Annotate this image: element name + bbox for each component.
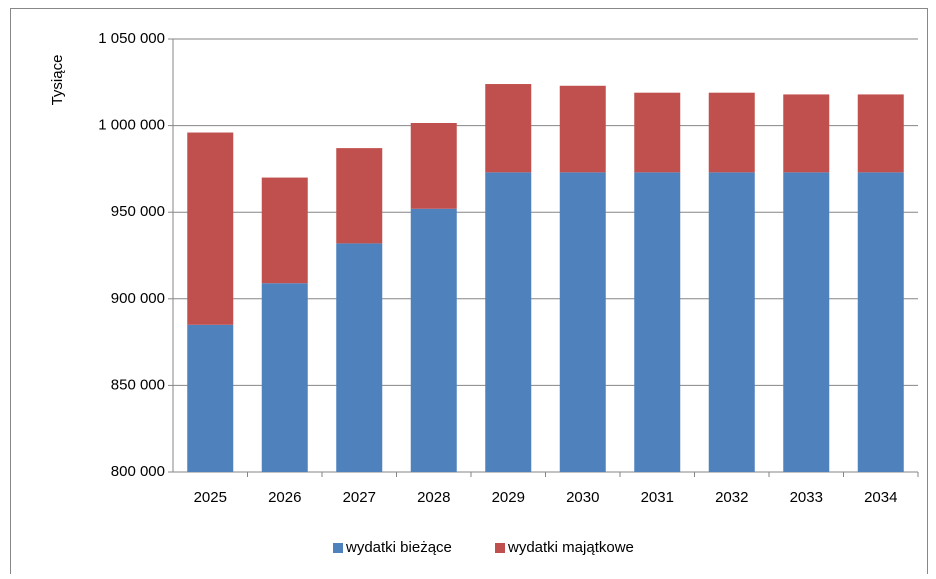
bar-segment xyxy=(485,84,532,173)
bar-segment xyxy=(634,172,681,472)
legend-label: wydatki majątkowe xyxy=(507,539,634,556)
x-tick-label: 2025 xyxy=(194,489,227,506)
bar-segment xyxy=(857,172,904,472)
bar-segment xyxy=(783,94,830,173)
bar-segment xyxy=(261,177,308,284)
y-axis-title: Tysiące xyxy=(49,55,66,106)
bar-segment xyxy=(410,123,457,209)
y-tick-label: 1 000 000 xyxy=(98,117,165,134)
y-tick-label: 900 000 xyxy=(111,290,165,307)
x-tick-label: 2030 xyxy=(566,489,599,506)
x-tick-label: 2027 xyxy=(343,489,376,506)
chart-frame xyxy=(10,8,928,575)
bar-segment xyxy=(559,172,606,472)
bar-segment xyxy=(559,85,606,173)
y-tick-label: 850 000 xyxy=(111,376,165,393)
x-tick-label: 2031 xyxy=(641,489,674,506)
x-tick-label: 2032 xyxy=(715,489,748,506)
bar-segment xyxy=(857,94,904,173)
y-tick-label: 950 000 xyxy=(111,203,165,220)
bar-segment xyxy=(708,92,755,173)
bar-segment xyxy=(634,92,681,173)
x-tick-label: 2034 xyxy=(864,489,897,506)
legend-label: wydatki bieżące xyxy=(345,539,452,556)
y-tick-label: 800 000 xyxy=(111,463,165,480)
x-tick-label: 2029 xyxy=(492,489,525,506)
bar-segment xyxy=(187,132,234,325)
x-tick-label: 2026 xyxy=(268,489,301,506)
legend-swatch xyxy=(495,543,505,553)
x-tick-label: 2033 xyxy=(790,489,823,506)
bar-segment xyxy=(783,172,830,472)
legend-swatch xyxy=(333,543,343,553)
bar-segment xyxy=(485,172,532,472)
bar-segment xyxy=(336,243,383,472)
bar-segment xyxy=(708,172,755,472)
x-tick-label: 2028 xyxy=(417,489,450,506)
bar-segment xyxy=(261,283,308,472)
bar-segment xyxy=(336,148,383,244)
bar-segment xyxy=(410,208,457,472)
bar-segment xyxy=(187,324,234,472)
y-tick-label: 1 050 000 xyxy=(98,30,165,47)
